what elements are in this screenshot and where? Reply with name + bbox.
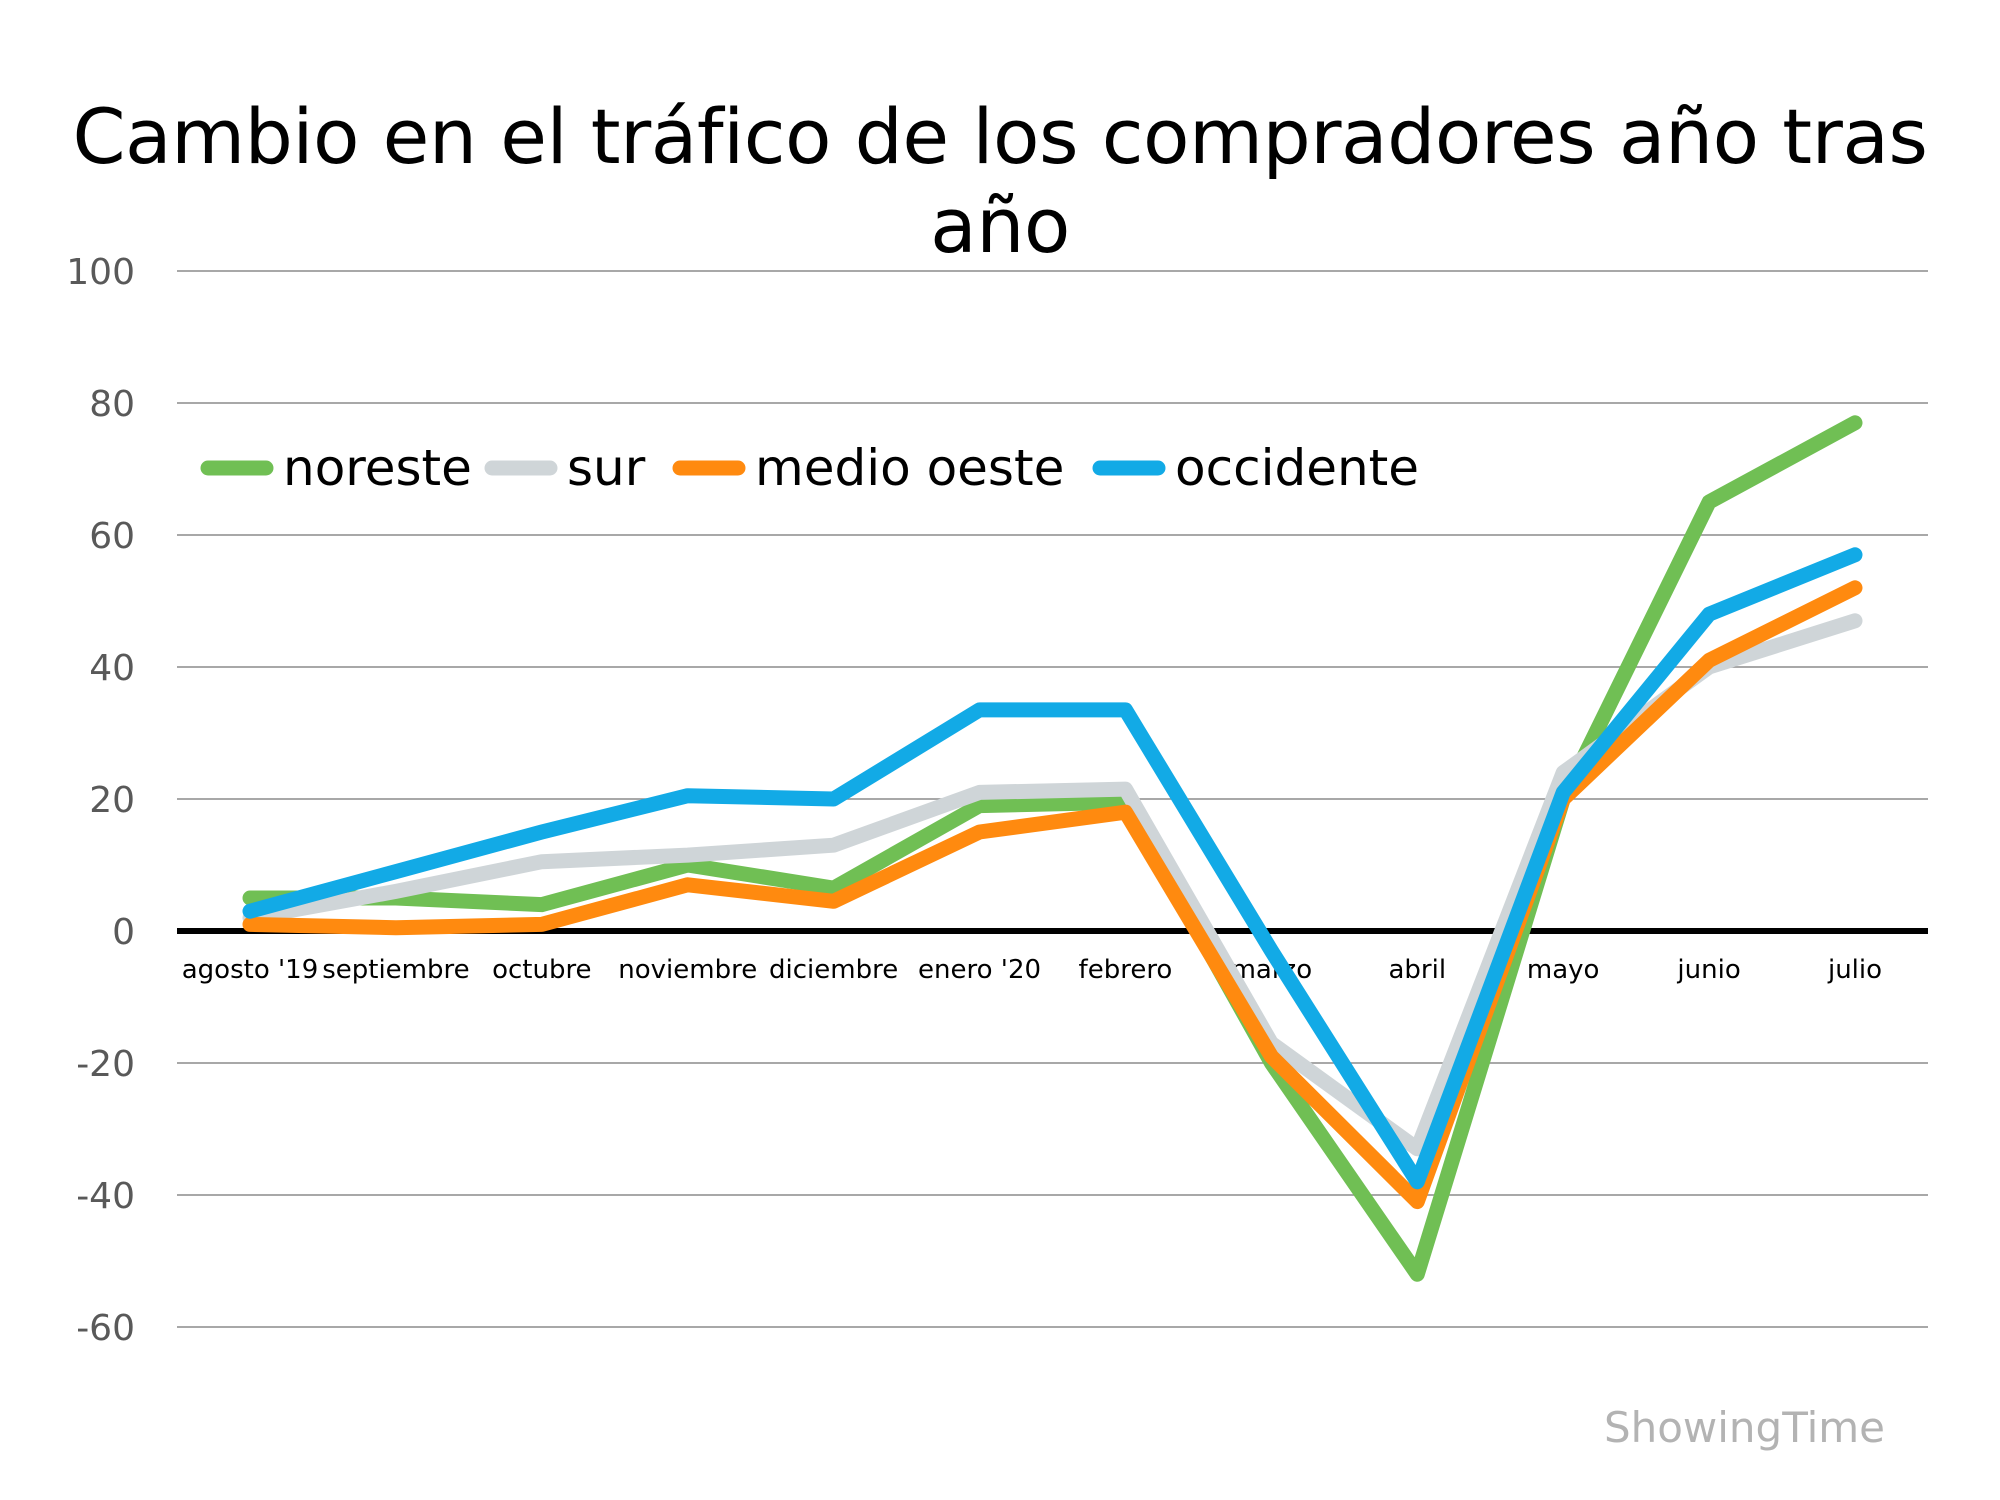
x-tick-label: diciembre	[769, 955, 898, 985]
y-tick-label: 0	[112, 912, 135, 953]
y-tick-label: 40	[89, 648, 135, 689]
series-line-medio-oeste	[242, 580, 1863, 1210]
x-tick-label: septiembre	[322, 955, 469, 985]
series-line-occidente	[242, 547, 1863, 1190]
x-tick-label: octubre	[492, 955, 592, 985]
y-axis-tick-labels: 100 80 60 40 20 0 -20 -40 -60	[66, 252, 135, 1349]
y-tick-label: -40	[76, 1176, 135, 1217]
x-tick-label: noviembre	[618, 955, 757, 985]
legend: noreste sur medio oeste occidente	[200, 439, 1419, 497]
x-tick-label: agosto '19	[182, 955, 319, 985]
y-tick-label: 20	[89, 780, 135, 821]
showingtime-watermark: ShowingTime	[1603, 1403, 1885, 1452]
x-tick-label: abril	[1388, 955, 1446, 985]
x-tick-label: julio	[1827, 955, 1882, 985]
y-tick-label: -20	[76, 1044, 135, 1085]
x-tick-label: febrero	[1079, 955, 1173, 985]
series-lines	[242, 415, 1863, 1282]
legend-label: medio oeste	[755, 439, 1064, 497]
chart-title: Cambio en el tráfico de los compradores …	[72, 92, 1928, 270]
x-tick-label: junio	[1676, 955, 1740, 985]
x-tick-label: mayo	[1527, 955, 1600, 985]
legend-label: occidente	[1175, 439, 1419, 497]
y-tick-label: 100	[66, 252, 135, 293]
y-tick-label: 60	[89, 516, 135, 557]
x-axis-tick-labels: agosto '19 septiembre octubre noviembre dici…	[182, 955, 1882, 985]
x-tick-label: enero '20	[918, 955, 1041, 985]
legend-label: sur	[567, 439, 646, 497]
y-tick-label: -60	[76, 1308, 135, 1349]
y-tick-label: 80	[89, 384, 135, 425]
legend-label: noreste	[283, 439, 472, 497]
